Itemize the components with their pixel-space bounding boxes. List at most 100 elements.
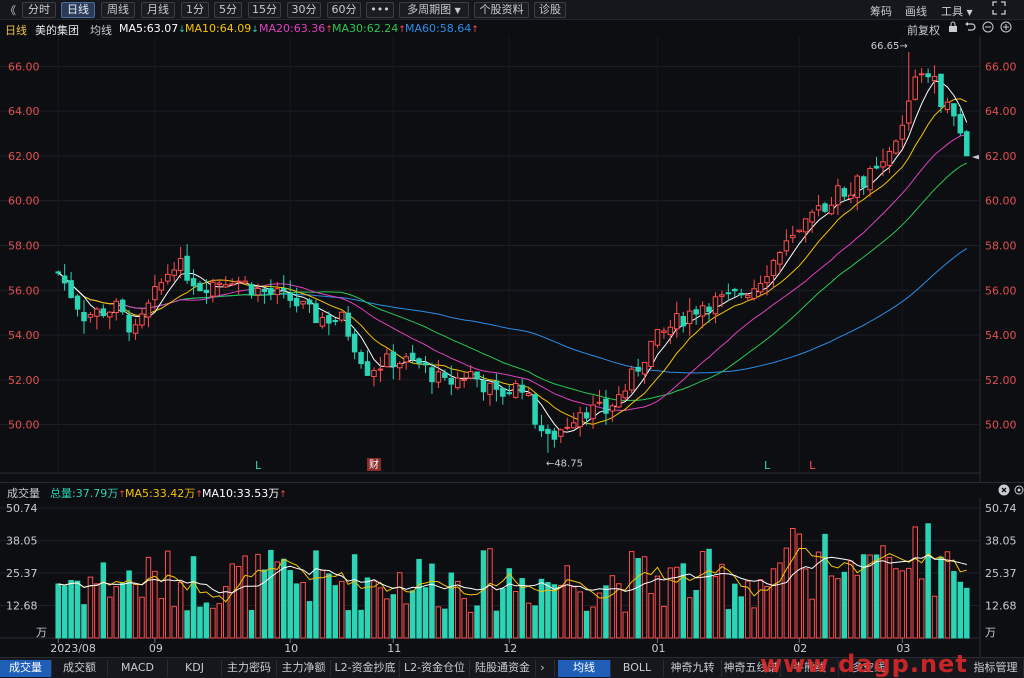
volume-bar <box>577 591 583 639</box>
time-tick-label: 02 <box>793 642 807 655</box>
volume-bar <box>686 597 693 639</box>
candle-body <box>648 340 654 367</box>
indicator-tab[interactable]: 牛熊线 <box>781 660 839 677</box>
indicator-tab[interactable]: L2-资金抄底 <box>331 660 400 677</box>
candle-body <box>229 283 235 286</box>
indicator-tab[interactable]: 主力净额 <box>277 660 331 677</box>
indicator-tab[interactable]: 指标管理 <box>968 660 1024 677</box>
volume-bar <box>229 563 235 639</box>
volume-bar <box>590 606 596 639</box>
candle-body <box>848 194 854 200</box>
candle-body <box>403 356 409 363</box>
volume-bar <box>300 581 306 639</box>
indicator-tab[interactable]: KDJ <box>168 660 222 677</box>
price-tick-label-right: 56.00 <box>985 284 1017 297</box>
indicator-tab[interactable]: 成交量 <box>0 660 52 677</box>
candle-body <box>822 203 828 212</box>
candle-body <box>609 405 616 412</box>
candle-body <box>487 382 493 395</box>
more-button[interactable]: ••• <box>366 2 394 18</box>
back-icon[interactable]: 《 <box>5 4 16 17</box>
ma-label[interactable]: 均线 <box>90 24 112 37</box>
indicator-tab[interactable]: 神奇九转 <box>664 660 722 677</box>
period-button[interactable]: 30分 <box>287 2 321 18</box>
indicator-tab[interactable]: 多空线 <box>839 660 899 677</box>
volume-bar <box>364 577 371 639</box>
indicator-tab[interactable]: 成交额 <box>52 660 108 677</box>
candle-body <box>796 229 802 233</box>
volume-bar <box>255 553 261 639</box>
candle-body <box>925 73 931 78</box>
stock-info-button[interactable]: 个股资料 <box>474 2 529 18</box>
time-tick-label: 09 <box>149 642 163 655</box>
volume-bar <box>435 606 442 639</box>
finance-marker[interactable]: 财 <box>369 458 379 471</box>
price-chart[interactable]: 66.00 66.00 64.00 64.00 62.00 62.00 60.00 60.00… <box>0 36 1024 482</box>
zoom-in-icon[interactable] <box>1000 21 1012 36</box>
event-marker[interactable]: L <box>764 459 771 472</box>
volume-bar <box>938 556 944 639</box>
indicator-tab[interactable]: L2-资金仓位 <box>400 660 470 677</box>
event-marker[interactable]: L <box>809 459 816 472</box>
period-button[interactable]: 60分 <box>327 2 361 18</box>
candle-body <box>268 288 274 295</box>
volume-bar <box>203 602 210 639</box>
volume-bar <box>732 583 738 639</box>
candle-body <box>893 140 899 154</box>
lock-icon[interactable] <box>948 21 958 36</box>
indicator-tab[interactable]: BOLL <box>611 660 664 677</box>
volume-bar <box>641 556 648 639</box>
volume-bar <box>551 584 558 639</box>
watermark: www.dagp.net <box>760 650 968 678</box>
arrow-down-icon: ↓ <box>178 25 186 35</box>
close-icon[interactable] <box>998 484 1010 499</box>
period-button[interactable]: 日线 <box>61 2 95 18</box>
volume-chart[interactable]: 50.74 50.74 38.05 38.05 25.37 25.37 12.68 12.68… <box>0 498 1024 657</box>
tab-scroll-right-icon[interactable]: › <box>531 660 555 677</box>
period-button[interactable]: 5分 <box>214 2 242 18</box>
candle-body <box>622 390 629 399</box>
indicator-tab[interactable]: 神奇五线谱 <box>722 660 781 677</box>
period-button[interactable]: 周线 <box>101 2 135 18</box>
volume-bar <box>545 582 551 639</box>
candle-body <box>203 289 210 294</box>
volume-bar <box>783 547 790 639</box>
draw-line-button[interactable]: 画线 <box>905 5 927 18</box>
period-button[interactable]: 分时 <box>22 2 56 18</box>
period-button[interactable]: 1分 <box>181 2 209 18</box>
candle-body <box>100 308 107 317</box>
zoom-out-icon[interactable] <box>982 21 994 36</box>
volume-bar <box>583 610 590 639</box>
candle-body <box>480 380 487 393</box>
volume-bar <box>854 574 860 639</box>
volume-bar <box>268 549 274 639</box>
event-marker[interactable]: L <box>255 459 262 472</box>
period-button[interactable]: 月线 <box>141 2 175 18</box>
volume-bar <box>448 572 455 639</box>
tools-menu[interactable]: 工具 ▼ <box>941 3 973 19</box>
volume-ma5-line <box>58 548 967 603</box>
indicator-tab[interactable]: 主力密码 <box>222 660 277 677</box>
indicator-tab[interactable]: 均线 <box>558 660 611 677</box>
volume-bar <box>293 583 300 639</box>
price-tick-label-left: 66.00 <box>8 60 40 73</box>
candle-body <box>931 75 938 81</box>
candle-body <box>326 315 332 324</box>
volume-bar <box>848 560 854 639</box>
undo-icon[interactable] <box>964 21 976 36</box>
period-button[interactable]: 15分 <box>248 2 281 18</box>
chips-button[interactable]: 筹码 <box>870 5 892 18</box>
indicator-tab[interactable]: MACD <box>108 660 168 677</box>
candle-body <box>873 165 880 169</box>
candle-body <box>790 234 796 239</box>
diagnose-button[interactable]: 诊股 <box>534 2 566 18</box>
time-tick-label: 03 <box>896 642 910 655</box>
volume-bar <box>809 598 815 639</box>
volume-bar <box>313 550 319 639</box>
candle-body <box>770 260 777 277</box>
indicator-tab[interactable]: 陆股通资金 <box>470 660 536 677</box>
adjust-dropdown[interactable]: 前复权 <box>907 24 940 37</box>
settings-icon[interactable] <box>1014 484 1024 499</box>
multi-period-dropdown[interactable]: 多周期图 ▼ <box>399 2 469 18</box>
expand-icon[interactable] <box>992 1 1006 18</box>
